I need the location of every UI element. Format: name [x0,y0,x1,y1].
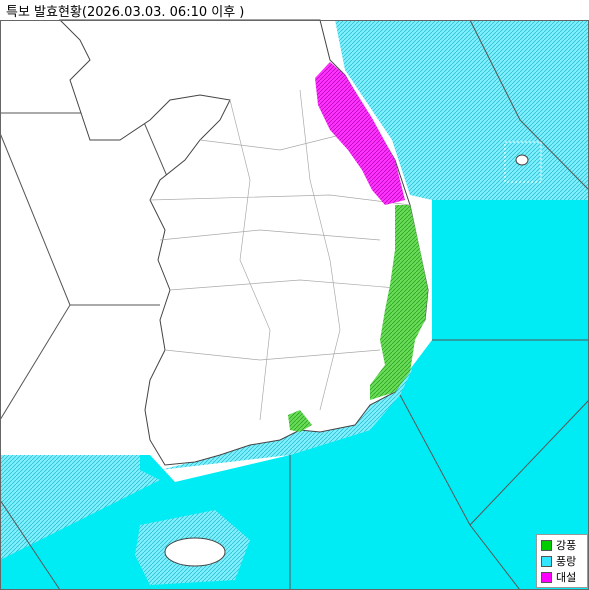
sea-area-hatched [335,20,589,200]
sea-area-hatched [0,455,160,560]
legend-entry: 대설 [537,569,587,585]
map-title: 특보 발효현황(2026.03.03. 06:10 이후 ) [6,5,245,20]
legend-label: 대설 [556,571,577,584]
sea-area [0,200,589,590]
jeju-island [164,537,226,567]
legend-label: 풍랑 [556,555,577,568]
heavy-snow-zone [315,62,405,205]
legend-label: 강풍 [556,539,577,552]
legend-swatch [541,539,552,551]
strong-wind-zone [288,410,312,432]
district-lines [149,89,421,421]
strong-wind-zone [370,205,428,400]
legend-entry: 강풍 [537,537,587,553]
ulleung-island [515,154,529,166]
sea-area-hatched [160,365,412,470]
legend-entry: 풍랑 [537,553,587,569]
legend-swatch [541,555,552,567]
legend-swatch [541,571,552,583]
dokdo-box [504,141,542,183]
